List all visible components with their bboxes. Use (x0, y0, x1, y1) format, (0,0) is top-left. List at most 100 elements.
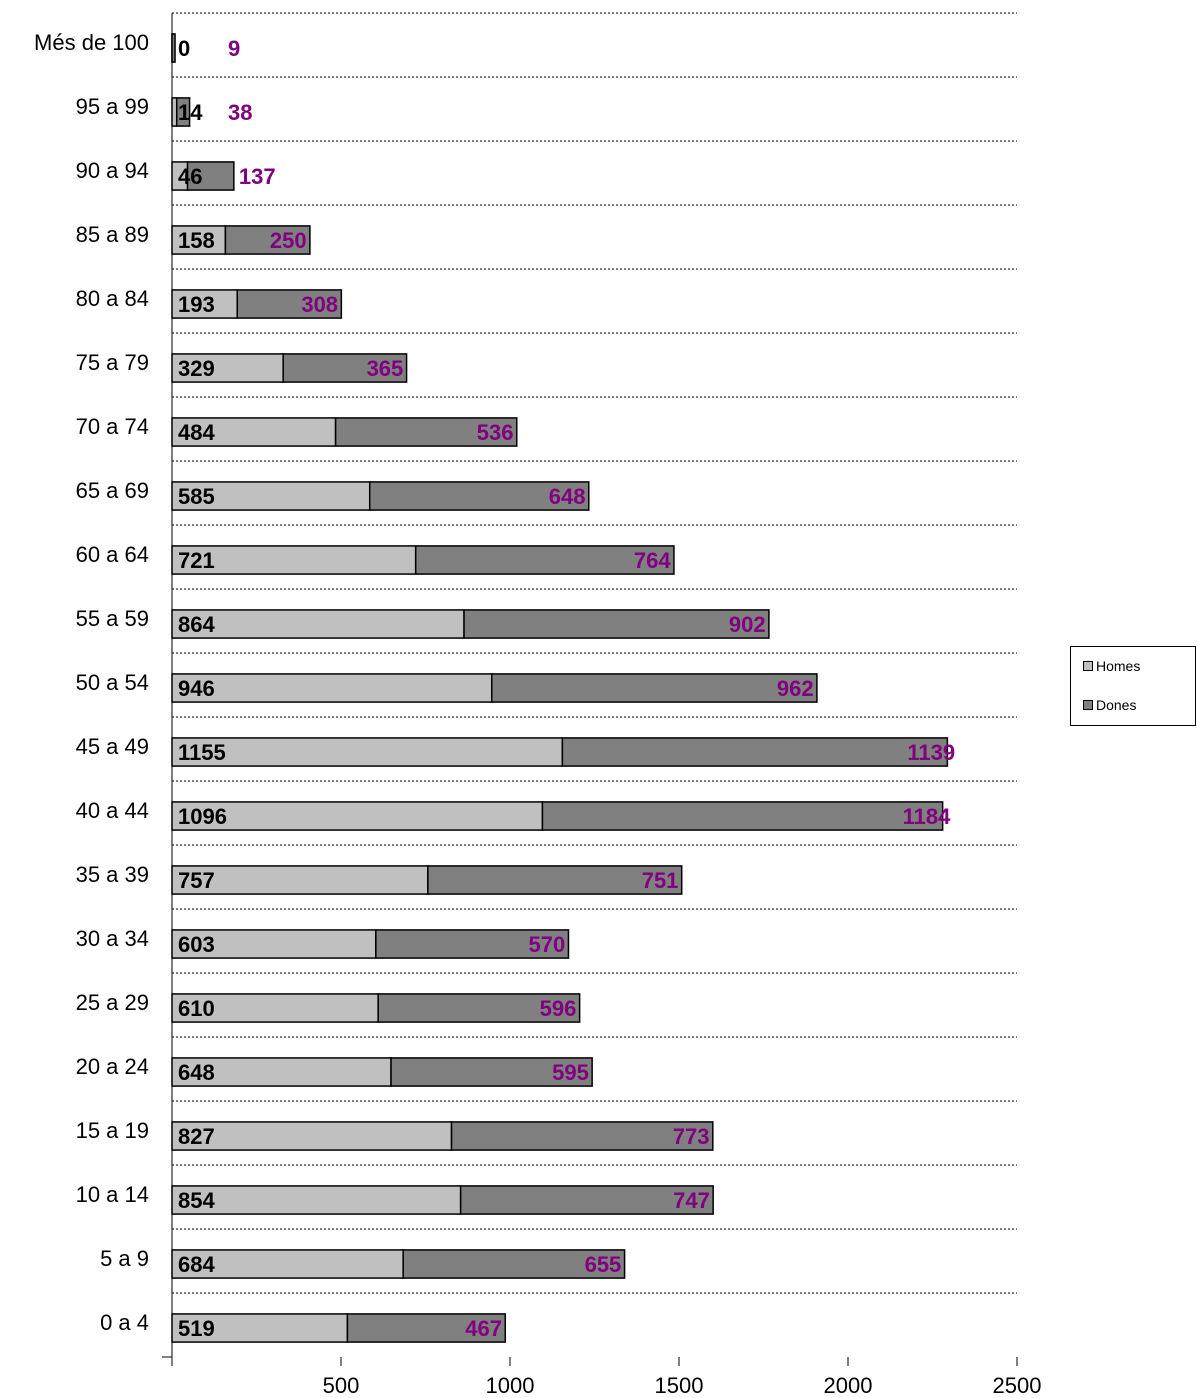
x-tick-label: 2500 (993, 1373, 1042, 1398)
data-label-dones: 38 (228, 100, 252, 125)
category-label: 0 a 4 (100, 1310, 149, 1335)
data-label-homes: 158 (178, 228, 215, 253)
bar-dones (463, 609, 770, 639)
data-label-homes: 946 (178, 676, 215, 701)
data-label-homes: 14 (178, 100, 203, 125)
bar-dones (414, 545, 675, 575)
bar-homes (171, 1249, 404, 1279)
bar-dones (390, 1057, 593, 1087)
category-label: 65 a 69 (76, 478, 149, 503)
data-label-homes: 329 (178, 356, 215, 381)
data-label-homes: 603 (178, 932, 215, 957)
legend-item-dones: Dones (1083, 697, 1136, 713)
category-label: 30 a 34 (76, 926, 149, 951)
x-tick-label: 2000 (824, 1373, 873, 1398)
data-label-dones: 596 (540, 996, 577, 1021)
data-label-homes: 757 (178, 868, 215, 893)
category-label: 95 a 99 (76, 94, 149, 119)
data-label-homes: 827 (178, 1124, 215, 1149)
data-label-dones: 773 (673, 1124, 710, 1149)
data-label-homes: 684 (178, 1252, 215, 1277)
data-label-homes: 1096 (178, 804, 227, 829)
data-label-dones: 1184 (903, 804, 951, 829)
bar-dones (375, 929, 570, 959)
data-label-dones: 536 (477, 420, 514, 445)
bar-homes (171, 545, 417, 575)
data-label-homes: 519 (178, 1316, 215, 1341)
bar-dones (402, 1249, 626, 1279)
data-label-dones: 902 (729, 612, 766, 637)
data-label-dones: 751 (642, 868, 679, 893)
legend-item-homes: Homes (1083, 658, 1140, 674)
bar-dones (236, 289, 343, 319)
legend-label-dones: Dones (1096, 697, 1137, 713)
category-label: 5 a 9 (100, 1246, 149, 1271)
bar-dones (282, 353, 408, 383)
bar-dones (175, 97, 191, 127)
category-label: Més de 100 (34, 30, 149, 55)
data-label-homes: 484 (178, 420, 215, 445)
category-label: 35 a 39 (76, 862, 149, 887)
category-label: 40 a 44 (76, 798, 149, 823)
data-label-dones: 467 (465, 1316, 502, 1341)
data-label-homes: 721 (178, 548, 215, 573)
bar-homes (171, 481, 371, 511)
data-label-homes: 585 (178, 484, 215, 509)
bar-dones (368, 481, 590, 511)
data-label-dones: 308 (301, 292, 338, 317)
category-label: 45 a 49 (76, 734, 149, 759)
data-label-dones: 962 (777, 676, 814, 701)
bars (171, 33, 949, 1343)
data-label-homes: 610 (178, 996, 215, 1021)
bar-dones (459, 1185, 714, 1215)
data-label-dones: 595 (552, 1060, 589, 1085)
data-label-dones: 570 (528, 932, 565, 957)
category-label: 15 a 19 (76, 1118, 149, 1143)
bar-dones (541, 801, 944, 831)
category-label: 75 a 79 (76, 350, 149, 375)
bar-homes (171, 1121, 453, 1151)
category-label: 80 a 84 (76, 286, 149, 311)
category-label: 50 a 54 (76, 670, 149, 695)
data-label-dones: 655 (585, 1252, 622, 1277)
data-label-homes: 193 (178, 292, 215, 317)
legend: Homes Dones (1070, 646, 1196, 726)
data-label-homes: 854 (178, 1188, 215, 1213)
data-label-dones: 648 (549, 484, 586, 509)
data-label-dones: 137 (239, 164, 276, 189)
data-label-homes: 1155 (178, 740, 226, 765)
data-label-dones: 1139 (907, 740, 955, 765)
bar-homes (171, 225, 227, 255)
bar-dones (490, 673, 818, 703)
bar-dones (450, 1121, 714, 1151)
bar-homes (171, 1185, 462, 1215)
labels: 0 9 Més de 100 14 38 95 a 99 46 137 90 a 94 158 25… (34, 30, 1041, 1398)
legend-label-homes: Homes (1096, 658, 1141, 674)
bar-dones (346, 1313, 507, 1343)
data-label-dones: 250 (270, 228, 307, 253)
category-label: 60 a 64 (76, 542, 149, 567)
bar-homes (171, 417, 337, 447)
category-label: 55 a 59 (76, 606, 149, 631)
data-label-dones: 747 (673, 1188, 710, 1213)
x-tick-label: 1000 (486, 1373, 535, 1398)
bar-dones (561, 737, 949, 767)
bar-dones (377, 993, 581, 1023)
category-label: 70 a 74 (76, 414, 149, 439)
bar-dones (427, 865, 683, 895)
bar-homes (171, 993, 379, 1023)
x-tick-label: 1500 (655, 1373, 704, 1398)
bar-homes (171, 353, 284, 383)
axes (162, 13, 1018, 1366)
bar-homes (171, 673, 493, 703)
bar-dones (334, 417, 518, 447)
data-label-homes: 46 (178, 164, 202, 189)
category-label: 85 a 89 (76, 222, 149, 247)
bar-dones (224, 225, 311, 255)
data-label-dones: 764 (634, 548, 671, 573)
category-label: 10 a 14 (76, 1182, 149, 1207)
grid-lines (172, 12, 1017, 1294)
data-label-dones: 9 (228, 36, 240, 61)
legend-swatch-homes (1083, 661, 1093, 671)
